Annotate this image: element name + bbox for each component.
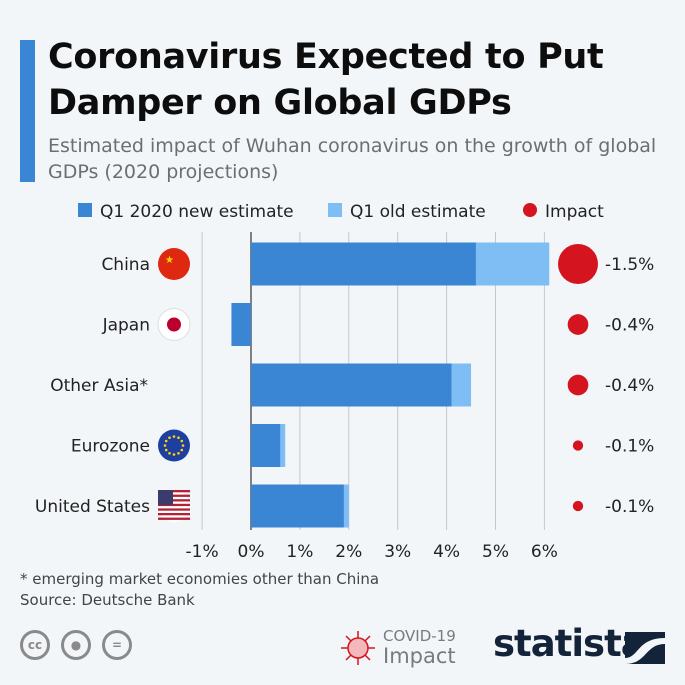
flag-stripe [158, 490, 190, 493]
eu-flag-icon [158, 429, 190, 462]
bar-old-estimate [451, 363, 472, 407]
category-label: Other Asia* [50, 376, 148, 396]
flag-star [164, 448, 168, 452]
covid-label: COVID-19 [383, 627, 456, 645]
legend-swatch [328, 203, 342, 217]
chart-subtitle: Estimated impact of Wuhan coronavirus on… [48, 135, 657, 183]
flag-star [180, 439, 184, 443]
flag-star [168, 451, 171, 455]
statista-logo-icon [625, 632, 665, 664]
legend-label: Q1 old estimate [350, 202, 486, 222]
flag-stripe [158, 508, 190, 511]
bar-new-estimate [251, 363, 452, 407]
flag-star [163, 444, 167, 447]
impact-label: Impact [383, 644, 456, 668]
impact-circle [572, 500, 584, 512]
impact-label: -0.4% [605, 316, 654, 336]
category-label: Eurozone [71, 437, 150, 457]
impact-circle [567, 374, 589, 396]
legend-swatch [523, 203, 537, 217]
x-tick-label: 6% [531, 542, 558, 562]
x-tick-label: 3% [384, 542, 411, 562]
category-label: United States [35, 497, 150, 517]
x-tick-label: 0% [238, 542, 265, 562]
chart-title: Coronavirus Expected to Put Damper on Gl… [48, 37, 604, 123]
impact-circle [558, 244, 598, 284]
chart: -1% 0% 1% 2% 3% 4% 5% 6% Q1 2020 new estimate Q1 … [35, 202, 654, 562]
flag-star [177, 436, 180, 440]
flag-star [168, 436, 171, 440]
category-label: China [101, 255, 150, 275]
legend-label: Q1 2020 new estimate [100, 202, 294, 222]
no-derivatives-icon: = [102, 630, 132, 660]
bar-new-estimate [251, 484, 344, 528]
flag-star [177, 451, 180, 455]
flag-stripe [158, 503, 190, 507]
flag-star [180, 448, 184, 452]
cc-icon: cc [20, 630, 50, 660]
flag-star [181, 444, 185, 447]
source: Source: Deutsche Bank [20, 591, 195, 609]
footnote: * emerging market economies other than C… [20, 570, 380, 588]
legend-label: Impact [545, 202, 604, 222]
attribution-icon: ● [61, 630, 91, 660]
impact-circle [567, 314, 589, 335]
bar-old-estimate [280, 424, 286, 467]
impact-label: -0.4% [605, 376, 654, 396]
bar-old-estimate [475, 242, 550, 286]
flag-stripe [158, 494, 190, 497]
flag-disc [167, 317, 181, 332]
bar-new-estimate [251, 424, 281, 467]
x-tick-label: 4% [433, 542, 460, 562]
legend-swatch [78, 203, 92, 217]
flag-stripe [158, 499, 190, 502]
flag-star [172, 453, 176, 456]
impact-circle [572, 440, 584, 451]
bar-new-estimate [251, 242, 476, 286]
impact-label: -0.1% [605, 497, 654, 517]
impact-label: -1.5% [605, 255, 654, 275]
covid-impact-badge: COVID-19 Impact [383, 627, 456, 668]
flag-star: ★ [165, 255, 174, 266]
flag-canton [158, 490, 173, 505]
bar-old-estimate [343, 484, 349, 528]
x-tick-label: -1% [186, 542, 219, 562]
x-tick-label: 2% [335, 542, 362, 562]
flag-star [164, 439, 168, 443]
virus-icon [341, 631, 375, 665]
flag-star [172, 435, 176, 438]
flag-stripe [158, 513, 190, 516]
china-flag-icon [158, 248, 190, 280]
x-tick-label: 5% [482, 542, 509, 562]
flag-stripe [158, 517, 190, 520]
category-label: Japan [102, 316, 150, 336]
impact-label: -0.1% [605, 437, 654, 457]
statista-logo[interactable]: statista [493, 622, 646, 665]
x-tick-label: 1% [286, 542, 313, 562]
bar-new-estimate [231, 303, 251, 346]
accent-bar [20, 40, 35, 182]
